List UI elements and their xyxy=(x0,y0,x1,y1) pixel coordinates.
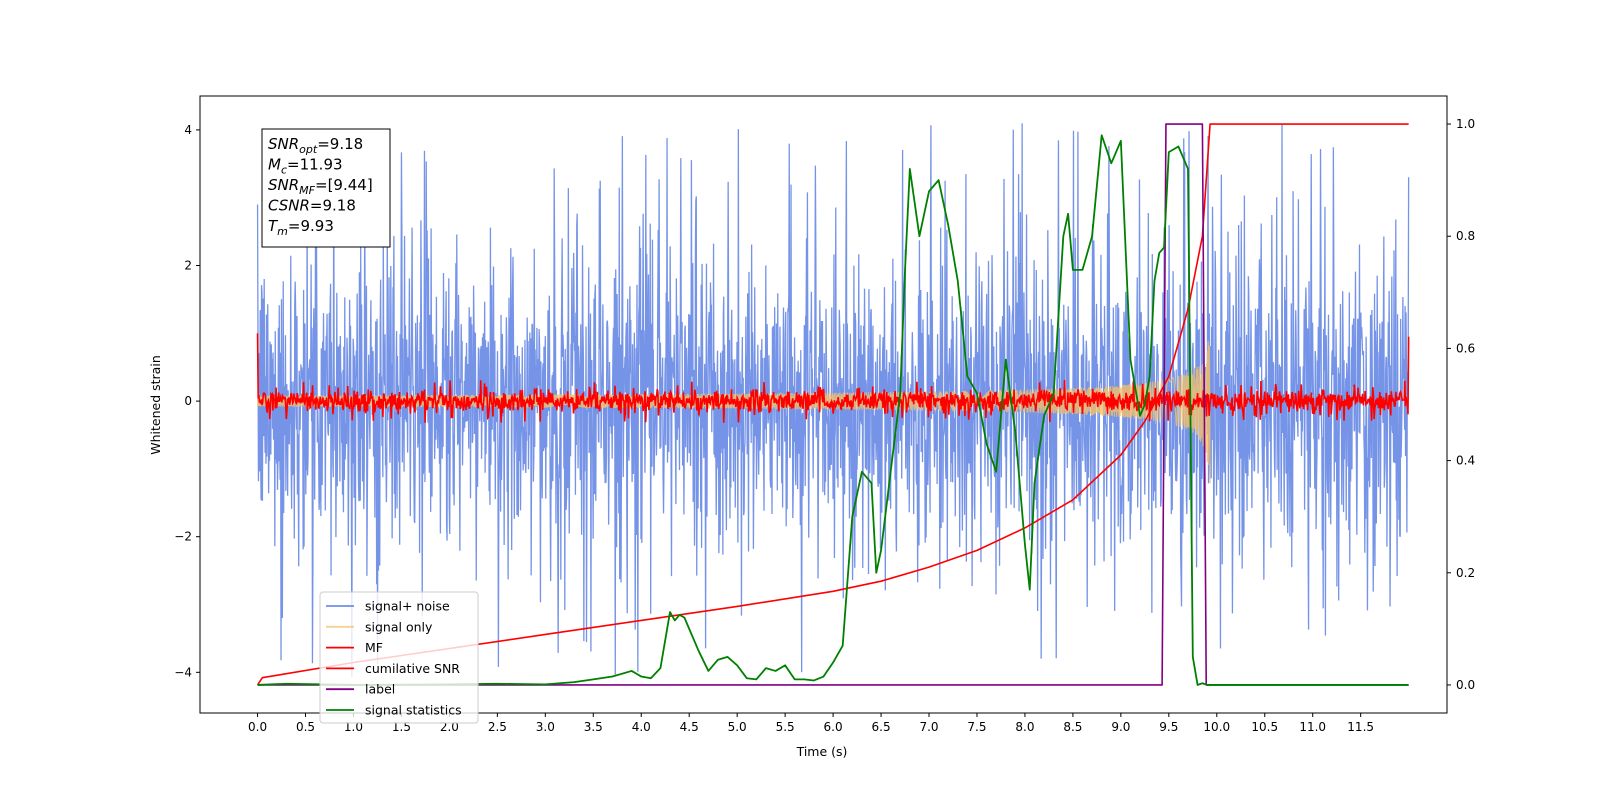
annotation-var: T xyxy=(268,217,279,235)
x-tick-label: 0.5 xyxy=(296,720,315,734)
y-tick-label: −2 xyxy=(174,530,192,544)
y2-tick-label: 0.8 xyxy=(1456,229,1475,243)
x-tick-label: 9.5 xyxy=(1159,720,1178,734)
y-axis-label: Whitened strain xyxy=(148,355,163,454)
y-axis-left: −4 −2 0 2 4 xyxy=(174,123,200,679)
annotation-sub: m xyxy=(277,225,288,238)
x-tick-label: 2.5 xyxy=(488,720,507,734)
annotation-sub: c xyxy=(281,164,287,177)
annotation-sub: MF xyxy=(299,184,315,197)
series-signal-noise xyxy=(256,123,1410,678)
y2-tick-label: 0.4 xyxy=(1456,454,1475,468)
series-signal-statistics xyxy=(257,134,1409,686)
annotation-value: =11.93 xyxy=(287,156,343,174)
annotation-value: =9.93 xyxy=(288,217,334,235)
y-tick-label: 0 xyxy=(184,394,192,408)
plot-frame xyxy=(199,95,1448,714)
annotation-line: Mc=11.93 xyxy=(268,156,343,177)
annotation-sub: opt xyxy=(299,143,318,156)
y-axis-right: 0.0 0.2 0.4 0.6 0.8 1.0 xyxy=(1447,117,1475,692)
x-tick-label: 5.0 xyxy=(728,720,747,734)
annotation-line: SNRMF=[9.44] xyxy=(268,176,373,197)
legend-label: cumilative SNR xyxy=(365,661,460,676)
x-tick-label: 3.5 xyxy=(584,720,603,734)
annotation-line: SNRopt=9.18 xyxy=(268,135,363,156)
y2-tick-label: 0.6 xyxy=(1456,341,1475,355)
x-tick-label: 7.5 xyxy=(967,720,986,734)
legend-label: signal statistics xyxy=(365,703,462,718)
annotation-var: M xyxy=(268,156,281,174)
y-tick-label: −4 xyxy=(174,665,192,679)
legend-label: MF xyxy=(365,640,383,655)
y2-tick-label: 0.0 xyxy=(1456,678,1475,692)
series-mf xyxy=(256,333,1410,423)
y-tick-label: 2 xyxy=(184,259,192,273)
x-tick-label: 6.5 xyxy=(872,720,891,734)
x-tick-label: 11.5 xyxy=(1347,720,1374,734)
annotation-value: =9.18 xyxy=(317,135,363,153)
x-tick-label: 6.0 xyxy=(824,720,843,734)
annotation-var: CSNR xyxy=(268,197,310,215)
x-tick-label: 9.0 xyxy=(1111,720,1130,734)
x-tick-label: 5.5 xyxy=(776,720,795,734)
annotation-var: SNR xyxy=(268,176,299,194)
annotation-line: Tm=9.93 xyxy=(268,217,334,238)
x-tick-label: 0.0 xyxy=(248,720,267,734)
annotation-value: =9.18 xyxy=(310,197,356,215)
series-signal-only xyxy=(256,340,1211,484)
series-cumulative-snr xyxy=(256,123,1409,686)
x-tick-label: 4.0 xyxy=(632,720,651,734)
legend-label: signal+ noise xyxy=(365,599,450,614)
x-tick-label: 8.5 xyxy=(1063,720,1082,734)
x-tick-label: 4.5 xyxy=(680,720,699,734)
y2-tick-label: 0.2 xyxy=(1456,566,1475,580)
annotation-value: =[9.44] xyxy=(315,176,373,194)
annotation-box: SNRopt=9.18Mc=11.93SNRMF=[9.44]CSNR=9.18… xyxy=(261,128,391,248)
y2-tick-label: 1.0 xyxy=(1456,117,1475,131)
annotation-line: CSNR=9.18 xyxy=(268,197,356,215)
legend-label: label xyxy=(365,682,395,697)
x-tick-label: 10.0 xyxy=(1203,720,1230,734)
y-tick-label: 4 xyxy=(184,123,192,137)
x-tick-label: 3.0 xyxy=(536,720,555,734)
legend-label: signal only xyxy=(365,619,433,634)
x-tick-label: 8.0 xyxy=(1015,720,1034,734)
x-tick-label: 11.0 xyxy=(1299,720,1326,734)
annotation-frame xyxy=(261,128,391,248)
x-tick-label: 10.5 xyxy=(1251,720,1278,734)
legend: signal+ noise signal only MF cumilative SNR… xyxy=(319,591,479,724)
x-axis-label: Time (s) xyxy=(796,744,848,759)
annotation-var: SNR xyxy=(268,135,299,153)
legend-frame xyxy=(319,591,479,724)
x-tick-label: 7.0 xyxy=(919,720,938,734)
series-layer xyxy=(256,123,1410,686)
